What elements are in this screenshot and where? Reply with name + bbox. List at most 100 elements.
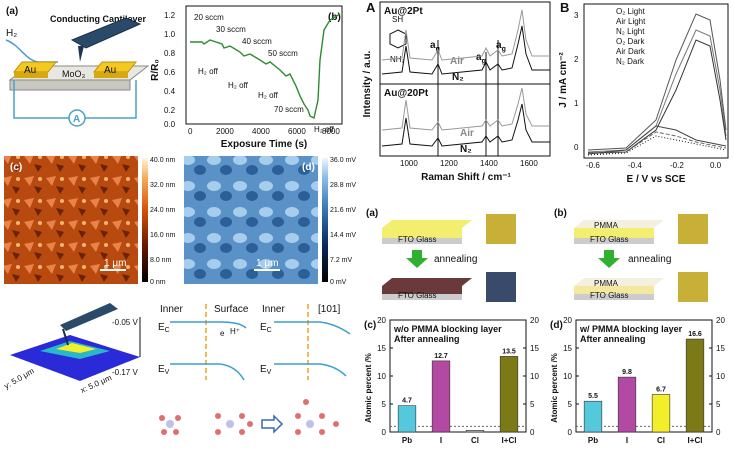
film-top-left [382,220,472,228]
bar-chart-ylabel: Atomic percent /% [550,353,559,423]
ytick: 0.2 [164,106,176,115]
bar-chart-title: w/o PMMA blocking layer [393,324,502,334]
bar-value-label: 12.7 [434,353,448,360]
colorbar-tick: 36.0 mV [330,157,356,164]
molecule-icon [159,415,181,435]
ytick-label: 10 [377,372,386,381]
bar-chart-c-panel: 0 0 5 5 10 10 15 15 20 20 (c) w/o PMMA blocking lay… [362,314,548,453]
panel-label-B: B [560,0,569,15]
xtick: -0.6 [586,161,600,170]
ytick-label: 20 [563,316,572,325]
au-left-label: Au [24,65,36,76]
colorbar-tick: 40.0 nm [150,157,175,164]
molecule-icon [215,413,253,435]
bar-chart-subtitle: After annealing [580,334,646,344]
ag-label-2: ag [476,52,486,65]
gas-line [5,39,58,63]
potential-map [184,156,318,284]
ag-label-3: ag [496,40,506,53]
legend-item: N₂ Light [616,27,645,36]
bar [685,338,705,433]
h2-label: H₂ [6,28,17,39]
panel-label-a-lower: (a) [366,208,378,219]
ag-label-1: ag [430,40,440,53]
ytick: 0.0 [164,120,176,129]
photo-icon [486,214,516,244]
xtick: 0 [188,127,193,136]
pmma-label-1: PMMA [594,221,619,230]
moo3-label: MoO₃ [62,69,86,79]
circuit-left [13,80,72,119]
resistance-annotations: 20 sccm 30 sccm 40 sccm 50 sccm 70 sccm … [194,13,335,134]
je-xlabel: E / V vs SCE [627,174,686,185]
colorbar-tick: 8.0 nm [150,257,172,264]
bar-value-label: 9.8 [622,369,632,376]
ytick: 3 [574,11,579,20]
xtick: -0.2 [670,161,684,170]
cantilever-title: Conducting Cantilever [50,14,147,24]
annealing-panel: (a) (b) FTO Glass annealing FTO Glass PM… [362,200,734,310]
fto-left [382,238,462,244]
potential-panel: (d) 1 μm 36.0 mV 28.8 mV 21.6 mV 14.4 mV… [180,152,360,287]
top-sample-label: Au@2Pt [384,6,423,17]
colorbar-tick: 21.6 mV [330,207,356,214]
colorbar-c [142,158,148,282]
panel-label-a: (a) [6,6,18,17]
panel-label-d: (d) [302,162,315,173]
h2-off-annotation: H₂ off [314,125,335,134]
resistance-curve [190,13,341,120]
bar [465,430,485,433]
resistance-xlabel: Exposure Time (s) [221,139,308,150]
ytick-label-right: 0 [530,428,535,437]
nh2-label: NH₂ [390,55,405,64]
ec-band-1 [170,321,247,329]
ev-band-1 [170,363,245,381]
colorbar-tick: 0 mV [330,279,347,286]
bar-panel-label: (c) [364,320,376,331]
raman-n2-top [381,25,550,75]
ytick-label: 15 [563,344,572,353]
ytick-label-right: 5 [530,400,535,409]
colorbar-tick: 24.0 nm [150,207,175,214]
flow-annotation: 40 sccm [242,37,272,46]
ammeter-icon [68,109,86,127]
ytick-label-right: 10 [530,372,539,381]
bar-chart-title: w/ PMMA blocking layer [579,324,683,334]
pmma-label-2: PMMA [594,279,619,288]
raman-air-top [381,9,550,61]
ytick: 0 [574,143,579,152]
je-o2-light [587,13,727,151]
bar-value-label: 5.5 [588,393,598,400]
schematic-svg: (a) Conducting Cantilever H₂ Au MoO₃ Au … [5,6,150,127]
scalebar-d-label: 1 μm [256,258,278,269]
air-label-bot: Air [460,128,474,139]
fto-label-2: FTO Glass [398,291,437,300]
category-label: I [626,436,628,445]
annealing-label-right: annealing [628,254,671,265]
je-air-light [587,29,727,153]
n2-label-bot: N₂ [460,144,472,155]
down-arrow-icon [406,250,428,268]
fto-label-1: FTO Glass [398,235,437,244]
au-right-label: Au [104,65,116,76]
inner2-label: Inner [262,304,285,315]
ytick-label-right: 10 [716,372,725,381]
z-bot-label: -0.17 V [112,368,138,377]
molecule-icon [295,399,339,435]
colorbar-d-ticks: 36.0 mV 28.8 mV 21.6 mV 14.4 mV 7.2 mV 0… [330,157,356,286]
bar [617,376,637,433]
category-label: Pb [402,436,412,445]
panel-label-A: A [366,0,376,15]
category-label: Cl [657,436,665,445]
colorbar-c-ticks: 40.0 nm 32.0 nm 24.0 nm 16.0 nm 8.0 nm 0… [150,157,175,286]
colorbar-d [322,158,328,282]
ytick-label: 15 [377,344,386,353]
raman-n2-bot [381,103,550,147]
ec-label-2: EC [260,322,272,334]
substrate-side [9,79,131,91]
ytick-label: 10 [563,372,572,381]
fto-label-4: FTO Glass [590,291,629,300]
ytick-label: 5 [568,400,573,409]
